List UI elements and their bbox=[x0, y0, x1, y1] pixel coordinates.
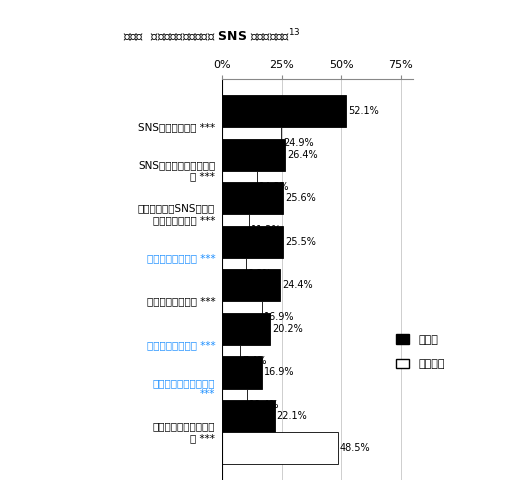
Text: 24.9%: 24.9% bbox=[284, 138, 314, 148]
Text: 図表６  依存者・非依存者別の SNS 利用の負担感$^{13}$: 図表６ 依存者・非依存者別の SNS 利用の負担感$^{13}$ bbox=[123, 27, 300, 44]
Bar bbox=[222, 182, 283, 214]
Text: 14.8%: 14.8% bbox=[259, 182, 290, 192]
Text: 16.9%: 16.9% bbox=[264, 367, 295, 378]
Bar bbox=[222, 269, 280, 301]
Bar bbox=[222, 356, 262, 389]
Bar bbox=[222, 214, 249, 247]
Legend: 依存者, 非依存者: 依存者, 非依存者 bbox=[391, 330, 449, 374]
Bar bbox=[222, 432, 338, 464]
Bar bbox=[222, 171, 258, 203]
Bar bbox=[222, 345, 240, 377]
Text: 9.9%: 9.9% bbox=[248, 269, 272, 279]
Text: 10.4%: 10.4% bbox=[249, 399, 279, 409]
Bar bbox=[222, 313, 270, 345]
Bar bbox=[222, 139, 285, 171]
Text: 26.4%: 26.4% bbox=[287, 150, 317, 160]
Text: 25.5%: 25.5% bbox=[285, 237, 316, 247]
Text: 7.4%: 7.4% bbox=[242, 356, 266, 366]
Bar bbox=[222, 127, 281, 159]
Text: 16.9%: 16.9% bbox=[264, 312, 295, 322]
Text: 25.6%: 25.6% bbox=[285, 194, 316, 203]
Text: 20.2%: 20.2% bbox=[272, 324, 303, 334]
Text: 11.2%: 11.2% bbox=[251, 225, 281, 236]
Bar bbox=[222, 95, 346, 127]
Bar bbox=[222, 226, 283, 258]
Bar bbox=[222, 258, 246, 290]
Text: 24.4%: 24.4% bbox=[282, 280, 313, 291]
Bar bbox=[222, 400, 275, 432]
Text: 48.5%: 48.5% bbox=[340, 443, 370, 453]
Bar bbox=[222, 389, 247, 421]
Text: 22.1%: 22.1% bbox=[277, 411, 307, 421]
Bar bbox=[222, 301, 262, 334]
Text: 52.1%: 52.1% bbox=[348, 106, 379, 116]
